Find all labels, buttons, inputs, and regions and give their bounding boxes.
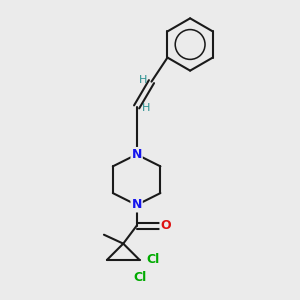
Text: N: N xyxy=(131,199,142,212)
Text: Cl: Cl xyxy=(146,254,160,266)
Text: H: H xyxy=(139,75,147,85)
Text: O: O xyxy=(160,219,171,232)
Text: N: N xyxy=(131,148,142,161)
Text: H: H xyxy=(142,103,150,113)
Text: Cl: Cl xyxy=(133,271,146,284)
